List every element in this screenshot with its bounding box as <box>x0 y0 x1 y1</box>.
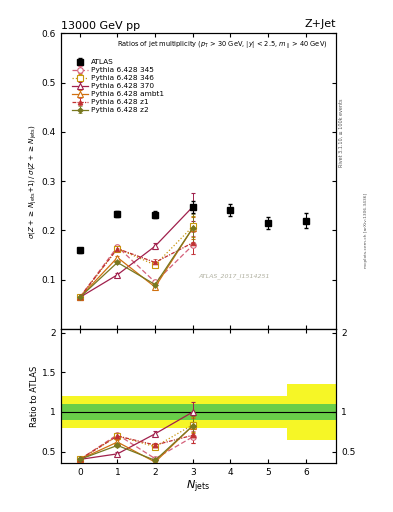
X-axis label: $N_\mathsf{jets}$: $N_\mathsf{jets}$ <box>186 479 211 495</box>
Text: Rivet 3.1.10, ≥ 100k events: Rivet 3.1.10, ≥ 100k events <box>339 99 344 167</box>
Text: Ratios of jet multiplicity ($p_\mathsf{T}$ > 30 GeV, $|y|$ < 2.5, $m_\parallel$ : Ratios of jet multiplicity ($p_\mathsf{T… <box>117 39 328 50</box>
Y-axis label: Ratio to ATLAS: Ratio to ATLAS <box>30 366 39 427</box>
Text: ATLAS_2017_I1514251: ATLAS_2017_I1514251 <box>198 273 270 279</box>
Text: Z+Jet: Z+Jet <box>305 19 336 29</box>
Y-axis label: $\sigma(Z + {\geq}\, N_\mathsf{jets}{+}1)\,/\,\sigma(Z + {\geq}\, N_\mathsf{jets: $\sigma(Z + {\geq}\, N_\mathsf{jets}{+}1… <box>28 124 39 239</box>
Text: mcplots.cern.ch [arXiv:1306.3436]: mcplots.cern.ch [arXiv:1306.3436] <box>364 193 367 268</box>
Text: 13000 GeV pp: 13000 GeV pp <box>61 21 140 31</box>
Legend: ATLAS, Pythia 6.428 345, Pythia 6.428 346, Pythia 6.428 370, Pythia 6.428 ambt1,: ATLAS, Pythia 6.428 345, Pythia 6.428 34… <box>70 58 165 115</box>
